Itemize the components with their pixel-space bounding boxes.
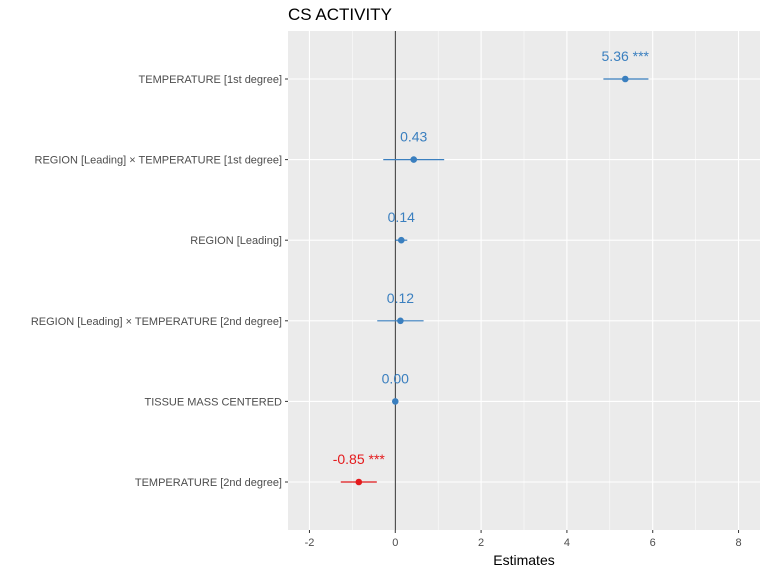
x-tick-label: 2: [478, 537, 484, 549]
x-tick-label: 8: [735, 537, 741, 549]
estimate-point: [397, 317, 404, 325]
estimate-label: 5.36 ***: [602, 48, 650, 64]
x-tick-label: 0: [392, 537, 398, 549]
estimate-label: 0.43: [400, 129, 427, 145]
term-label: TEMPERATURE [1st degree]: [139, 74, 282, 86]
estimate-label: 0.00: [382, 370, 409, 386]
x-axis-title: Estimates: [493, 552, 554, 568]
x-tick-label: 4: [564, 537, 570, 549]
estimate-label: -0.85 ***: [333, 451, 386, 467]
estimate-point: [397, 236, 405, 244]
estimate-point: [410, 156, 418, 163]
estimate-point: [621, 75, 629, 83]
estimate-label: 0.12: [387, 290, 414, 306]
term-label: REGION [Leading] × TEMPERATURE [1st degr…: [35, 155, 283, 167]
chart-title: CS ACTIVITY: [288, 5, 392, 24]
term-label: REGION [Leading] × TEMPERATURE [2nd degr…: [31, 316, 282, 328]
estimate-point: [355, 478, 363, 486]
estimate-label: 0.14: [388, 209, 415, 225]
term-label: TISSUE MASS CENTERED: [144, 396, 282, 408]
x-tick-label: -2: [305, 537, 315, 549]
term-label: TEMPERATURE [2nd degree]: [135, 477, 282, 489]
x-tick-label: 6: [650, 537, 656, 549]
term-label: REGION [Leading]: [190, 235, 282, 247]
estimate-point: [391, 398, 399, 405]
